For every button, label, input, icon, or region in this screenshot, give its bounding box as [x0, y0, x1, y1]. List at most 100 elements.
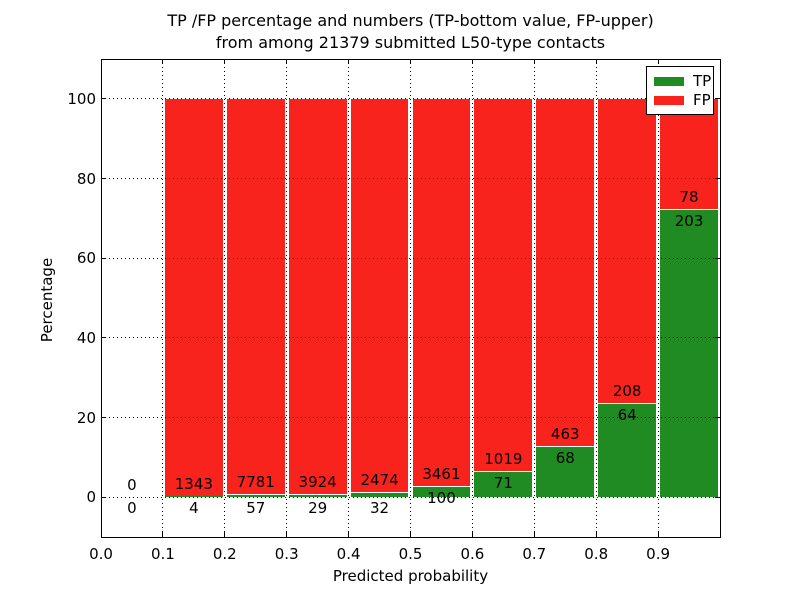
fp-count-label: 1343 [174, 474, 213, 493]
fp-count-label: 2474 [360, 471, 399, 490]
fp-count-label: 3924 [298, 473, 337, 492]
bar-tp-segment [412, 485, 471, 498]
tp-count-label: 32 [370, 499, 390, 518]
x-tick [410, 59, 411, 64]
y-tick-label: 20 [76, 408, 96, 427]
legend: TP FP [646, 66, 714, 115]
vertical-gridline [471, 59, 473, 537]
tp-count-label: 68 [555, 449, 575, 468]
horizontal-gridline [101, 337, 720, 339]
x-tick [471, 59, 473, 64]
vertical-gridline [657, 59, 659, 537]
vertical-gridline [533, 59, 535, 537]
y-tick [101, 257, 106, 259]
x-tick [224, 532, 226, 537]
y-tick-label: 80 [76, 169, 96, 188]
x-tick-label: 0.3 [274, 545, 299, 563]
x-tick-label: 0.1 [150, 545, 175, 563]
x-tick-label: 0.0 [89, 545, 113, 563]
bar-tp-segment [226, 494, 285, 498]
bar-fp-segment [474, 98, 533, 472]
x-tick-label: 0.8 [584, 545, 609, 563]
y-tick [101, 417, 106, 418]
x-tick [348, 532, 350, 537]
bar-fp-segment [226, 98, 285, 495]
horizontal-gridline [101, 257, 720, 259]
y-tick [715, 257, 720, 259]
x-tick [595, 532, 597, 537]
y-tick [101, 337, 106, 339]
vertical-gridline [224, 59, 226, 537]
bar-fp-segment [350, 98, 409, 493]
fp-count-label: 0 [127, 476, 137, 495]
y-tick-label: 100 [67, 89, 96, 108]
fp-count-label: 3461 [422, 464, 461, 483]
x-tick [533, 59, 535, 64]
bar-fp-segment [412, 98, 471, 486]
horizontal-gridline [101, 496, 720, 498]
legend-item-tp: TP [654, 72, 711, 91]
y-tick [715, 178, 720, 179]
x-tick [224, 59, 226, 64]
bar-fp-segment [536, 98, 595, 447]
chart-title-line1: TP /FP percentage and numbers (TP-bottom… [167, 11, 654, 30]
x-tick [657, 532, 659, 537]
bar-fp-segment [660, 98, 718, 210]
chart-title-line2: from among 21379 submitted L50-type cont… [215, 33, 606, 52]
tp-count-label: 57 [246, 499, 266, 518]
x-tick-label: 0.6 [460, 545, 485, 563]
bar-fp-segment [288, 98, 347, 495]
tp-count-label: 29 [308, 499, 328, 518]
vertical-gridline [162, 59, 164, 537]
bar-tp-segment [598, 403, 657, 498]
x-tick [410, 532, 411, 537]
bar-tp-segment [536, 446, 595, 498]
x-tick-label: 0.9 [646, 545, 671, 563]
tp-count-label: 64 [617, 406, 637, 425]
x-tick [533, 532, 535, 537]
bar-fp-segment [164, 98, 223, 496]
y-tick [715, 98, 720, 100]
horizontal-gridline [101, 98, 720, 100]
vertical-gridline [595, 59, 597, 537]
bar-fp-segment [598, 98, 657, 404]
x-tick [286, 59, 288, 64]
tp-swatch-icon [654, 77, 684, 86]
legend-label-tp: TP [693, 72, 712, 90]
x-tick [162, 59, 164, 64]
chart-title: TP /FP percentage and numbers (TP-bottom… [101, 10, 720, 54]
fp-count-label: 463 [550, 425, 580, 444]
y-tick [101, 178, 106, 179]
x-tick [100, 59, 102, 64]
x-axis-label: Predicted probability [332, 567, 489, 585]
x-tick-label: 0.2 [212, 545, 237, 563]
x-tick [348, 59, 350, 64]
x-tick [286, 532, 288, 537]
y-tick [715, 496, 720, 498]
x-tick [471, 532, 473, 537]
x-tick-label: 0.7 [522, 545, 547, 563]
bar-tp-segment [164, 495, 223, 498]
horizontal-gridline [101, 178, 720, 179]
fp-count-label: 78 [679, 188, 699, 207]
vertical-gridline [348, 59, 350, 537]
y-tick [715, 337, 720, 339]
tp-count-label: 0 [127, 499, 137, 518]
x-tick-label: 0.4 [336, 545, 361, 563]
x-tick-label: 0.5 [398, 545, 423, 563]
tp-count-label: 4 [189, 499, 199, 518]
bar-tp-segment [474, 471, 533, 498]
y-tick [715, 417, 720, 418]
y-tick-label: 40 [76, 328, 96, 347]
vertical-gridline [410, 59, 411, 537]
fp-count-label: 1019 [484, 450, 523, 469]
tp-count-label: 71 [493, 474, 513, 493]
tp-count-label: 203 [674, 212, 704, 231]
bar-tp-segment [288, 494, 347, 498]
bar-tp-segment [660, 209, 718, 498]
legend-item-fp: FP [654, 91, 711, 110]
x-tick [100, 532, 102, 537]
horizontal-gridline [101, 417, 720, 418]
bar-tp-segment [350, 492, 409, 498]
y-tick [101, 496, 106, 498]
